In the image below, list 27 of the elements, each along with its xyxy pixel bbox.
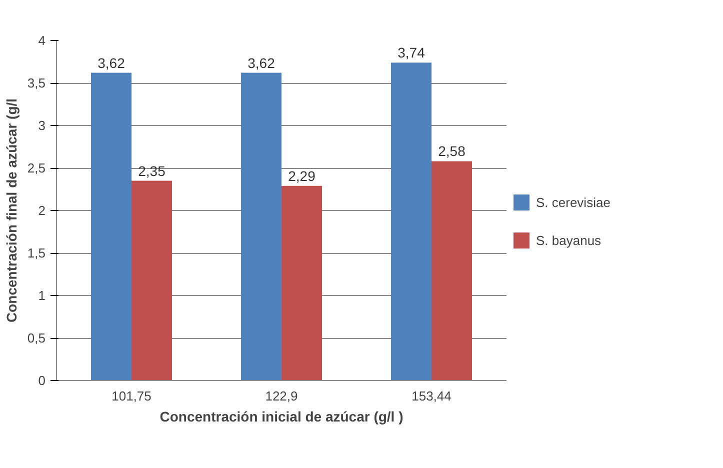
y-tick-label: 1 <box>38 288 46 303</box>
bar <box>91 72 132 380</box>
bar <box>241 72 282 380</box>
y-tick-label: 1,5 <box>27 246 46 260</box>
y-tick-label: 3,5 <box>27 76 46 90</box>
y-tick-label: 0,5 <box>27 330 46 346</box>
data-label: 3,74 <box>398 44 426 61</box>
y-tick-label: 2 <box>38 203 46 218</box>
x-axis-title: Concentración inicial de azúcar (g/l ) <box>160 408 404 424</box>
y-tick-label: 0 <box>38 373 46 388</box>
y-axis-title: Concentración final de azúcar (g/l <box>3 98 20 323</box>
y-tick-label: 3 <box>38 118 46 133</box>
bar <box>132 180 172 380</box>
bar <box>432 161 472 380</box>
x-tick-label: 101,75 <box>112 388 152 404</box>
data-label: 3,62 <box>98 54 126 71</box>
bar <box>282 186 322 380</box>
y-tick-label: 4 <box>38 33 46 48</box>
x-tick-label: 153,44 <box>412 388 452 404</box>
data-label: 3,62 <box>248 54 276 71</box>
x-tick-label: 122,9 <box>265 388 298 404</box>
legend-label: S. cerevisiae <box>536 194 610 210</box>
y-tick-label: 2,5 <box>27 160 46 176</box>
data-label: 2,29 <box>288 168 316 184</box>
bar <box>391 62 432 380</box>
data-label: 2,58 <box>438 143 466 160</box>
legend-label: S. bayanus <box>536 232 602 248</box>
